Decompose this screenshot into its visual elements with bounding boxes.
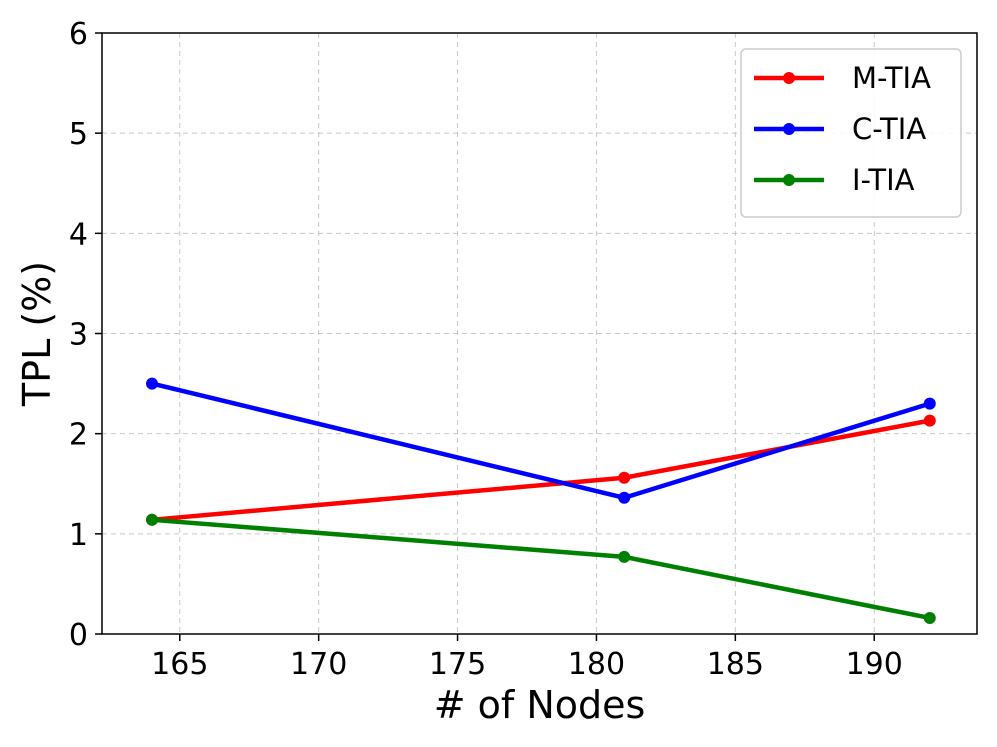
ticks: 165 170 175 180 185 190 0 1 2 3 4 5 6 (69, 17, 903, 682)
legend-item: M-TIA (754, 61, 931, 95)
series-line (151, 517, 931, 621)
y-tick-label: 0 (69, 618, 88, 653)
x-tick-label: 180 (568, 647, 625, 682)
y-tick-label: 6 (69, 17, 88, 52)
legend-label: M-TIA (852, 61, 931, 95)
data-point (618, 491, 631, 504)
x-axis-title: # of Nodes (434, 683, 646, 727)
y-tick-label: 2 (69, 418, 88, 453)
x-tick-label: 165 (151, 647, 208, 682)
legend-box (740, 48, 962, 218)
legend-marker (783, 72, 795, 84)
legend-marker (783, 174, 795, 186)
x-tick-label: 190 (846, 647, 903, 682)
data-point (923, 611, 936, 624)
legend-label: C-TIA (852, 112, 926, 146)
y-tick-label: 5 (69, 117, 88, 152)
y-tick-label: 1 (69, 518, 88, 553)
series-m-tia (146, 414, 936, 526)
legend: M-TIA C-TIA I-TIA (740, 48, 962, 218)
data-point (146, 513, 158, 526)
series-line (151, 418, 931, 523)
data-point (618, 471, 631, 484)
series-i-tia (146, 513, 936, 624)
legend-label: I-TIA (852, 163, 915, 197)
data-point (618, 550, 631, 563)
y-tick-label: 4 (69, 217, 88, 252)
series-line (151, 381, 931, 501)
legend-marker (783, 123, 795, 135)
x-tick-label: 170 (290, 647, 347, 682)
series-layer (146, 377, 936, 624)
x-tick-label: 175 (429, 647, 486, 682)
data-point (146, 377, 158, 390)
x-tick-label: 185 (707, 647, 764, 682)
y-axis-title: TPL (%) (15, 261, 59, 407)
legend-item: C-TIA (754, 112, 926, 146)
legend-item: I-TIA (754, 163, 915, 197)
y-tick-label: 3 (69, 318, 88, 353)
data-point (923, 397, 936, 410)
series-c-tia (146, 377, 936, 504)
data-point (923, 414, 936, 427)
